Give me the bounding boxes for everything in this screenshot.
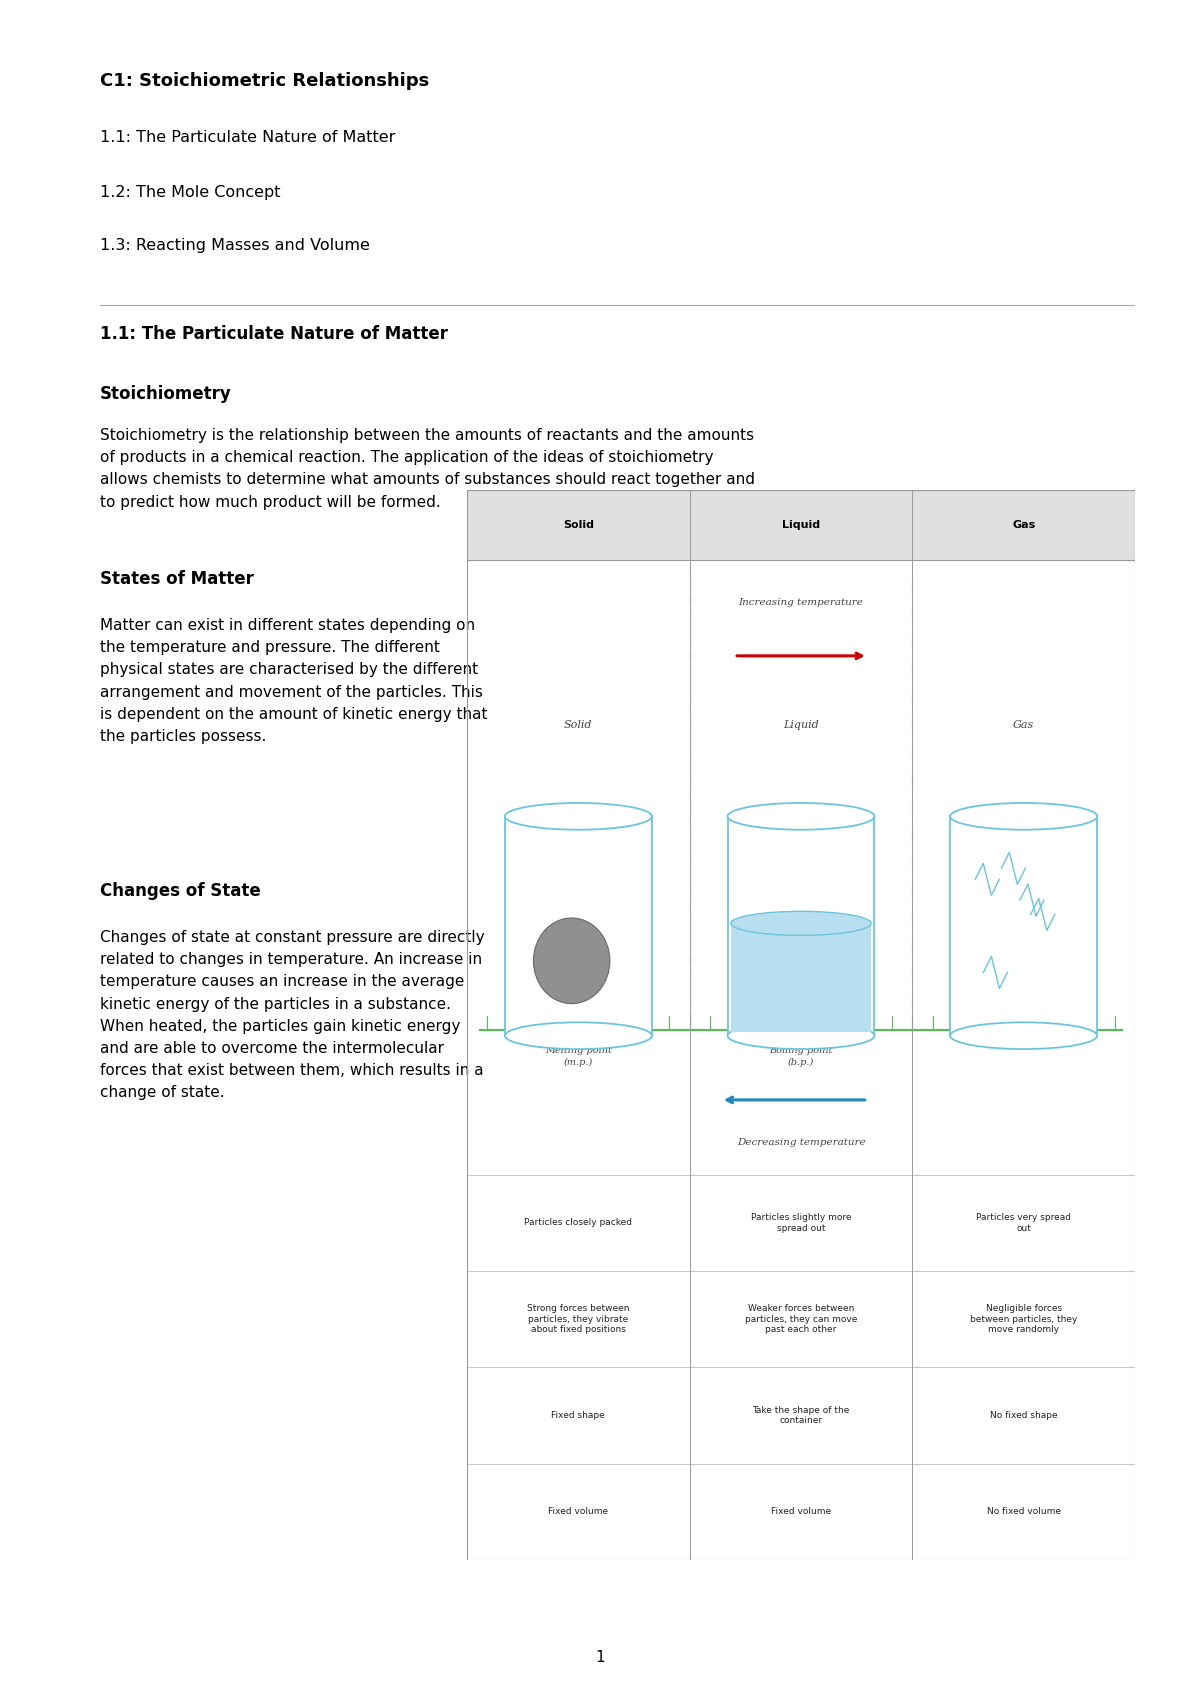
Bar xyxy=(731,920,871,1032)
Bar xyxy=(467,490,1135,559)
Text: Weaker forces between
particles, they can move
past each other: Weaker forces between particles, they ca… xyxy=(745,1303,857,1334)
Text: 1.1: The Particulate Nature of Matter: 1.1: The Particulate Nature of Matter xyxy=(100,131,395,146)
Text: Solid: Solid xyxy=(563,520,594,531)
Text: Fixed volume: Fixed volume xyxy=(548,1507,608,1517)
Ellipse shape xyxy=(731,912,871,936)
Text: Increasing temperature: Increasing temperature xyxy=(738,598,864,607)
Text: Boiling point
(b.p.): Boiling point (b.p.) xyxy=(769,1046,833,1066)
Text: Gas: Gas xyxy=(1012,520,1036,531)
Text: Gas: Gas xyxy=(1013,720,1034,731)
Text: Decreasing temperature: Decreasing temperature xyxy=(737,1139,865,1148)
Ellipse shape xyxy=(727,1022,875,1049)
Text: Solid: Solid xyxy=(564,720,593,731)
Text: No fixed shape: No fixed shape xyxy=(990,1410,1057,1420)
Ellipse shape xyxy=(727,803,875,831)
Ellipse shape xyxy=(505,803,652,831)
Bar xyxy=(505,817,652,1036)
Ellipse shape xyxy=(505,1022,652,1049)
Text: Strong forces between
particles, they vibrate
about fixed positions: Strong forces between particles, they vi… xyxy=(527,1303,630,1334)
Text: 1.2: The Mole Concept: 1.2: The Mole Concept xyxy=(100,185,280,200)
Ellipse shape xyxy=(534,919,610,1003)
Ellipse shape xyxy=(950,803,1097,831)
Ellipse shape xyxy=(950,1022,1097,1049)
Text: Stoichiometry is the relationship between the amounts of reactants and the amoun: Stoichiometry is the relationship betwee… xyxy=(100,429,755,510)
Text: 1: 1 xyxy=(595,1649,605,1664)
Text: Liquid: Liquid xyxy=(782,520,820,531)
Bar xyxy=(950,817,1097,1036)
Text: Liquid: Liquid xyxy=(784,720,818,731)
Bar xyxy=(727,817,875,1036)
Text: Stoichiometry: Stoichiometry xyxy=(100,385,232,403)
Text: Changes of state at constant pressure are directly
related to changes in tempera: Changes of state at constant pressure ar… xyxy=(100,931,485,1100)
Text: Negligible forces
between particles, they
move randomly: Negligible forces between particles, the… xyxy=(970,1303,1078,1334)
Text: No fixed volume: No fixed volume xyxy=(986,1507,1061,1517)
Text: 1.3: Reacting Masses and Volume: 1.3: Reacting Masses and Volume xyxy=(100,237,370,253)
Text: 1.1: The Particulate Nature of Matter: 1.1: The Particulate Nature of Matter xyxy=(100,325,448,342)
Text: Changes of State: Changes of State xyxy=(100,881,260,900)
Text: States of Matter: States of Matter xyxy=(100,570,253,588)
Text: Particles very spread
out: Particles very spread out xyxy=(976,1214,1072,1232)
Text: Melting point
(m.p.): Melting point (m.p.) xyxy=(545,1046,612,1066)
Text: Particles closely packed: Particles closely packed xyxy=(524,1219,632,1227)
Text: Take the shape of the
container: Take the shape of the container xyxy=(752,1405,850,1425)
Text: Fixed shape: Fixed shape xyxy=(552,1410,605,1420)
Text: Fixed volume: Fixed volume xyxy=(770,1507,832,1517)
Text: C1: Stoichiometric Relationships: C1: Stoichiometric Relationships xyxy=(100,71,428,90)
Text: Matter can exist in different states depending on
the temperature and pressure. : Matter can exist in different states dep… xyxy=(100,619,487,744)
Text: Particles slightly more
spread out: Particles slightly more spread out xyxy=(751,1214,851,1232)
